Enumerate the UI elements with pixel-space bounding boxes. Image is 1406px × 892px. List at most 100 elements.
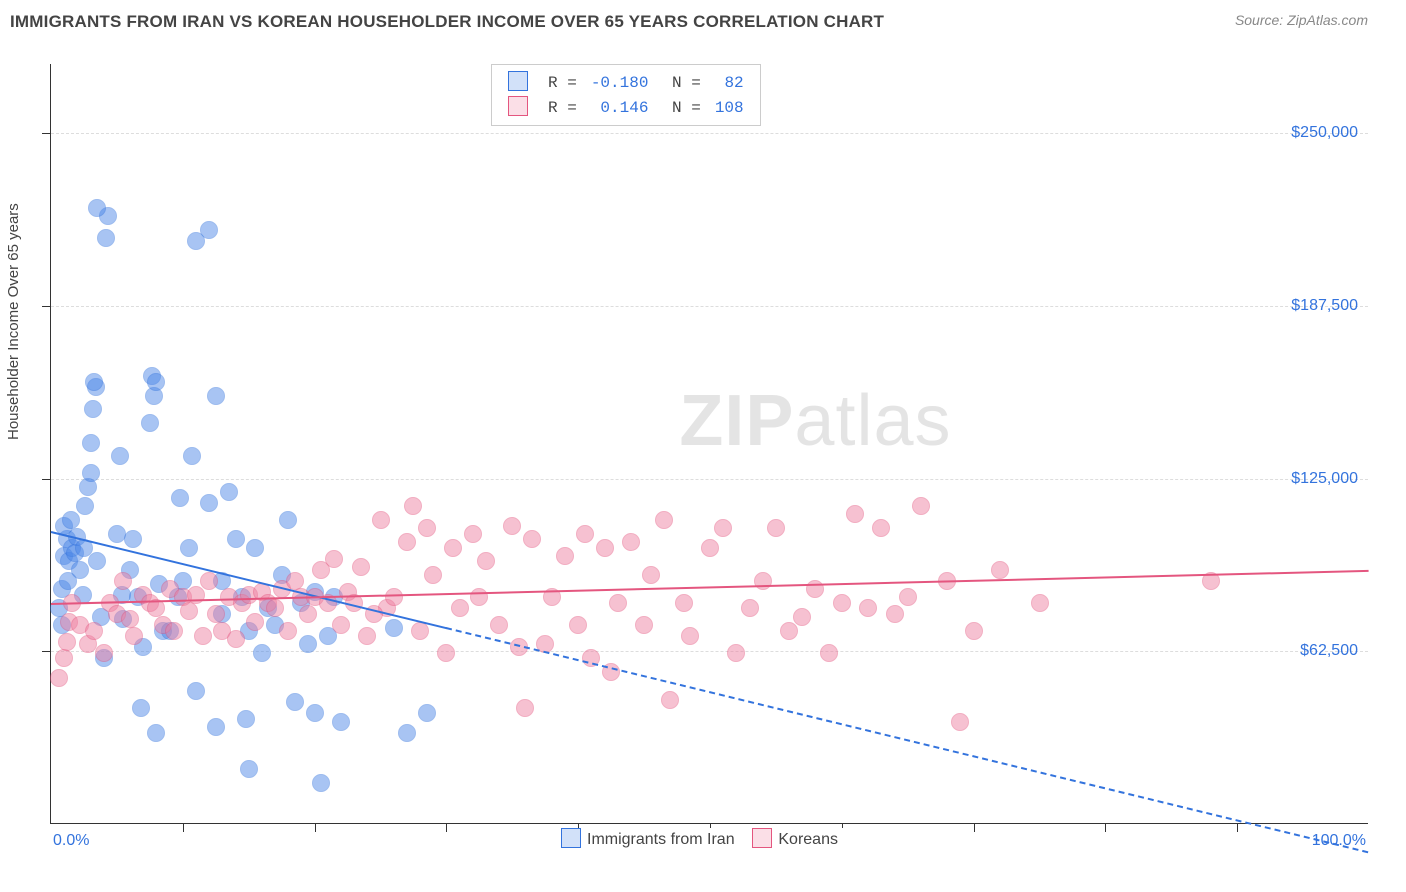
point-korean — [286, 572, 304, 590]
point-korean — [609, 594, 627, 612]
x-tick — [315, 823, 316, 832]
legend-label: Koreans — [778, 831, 838, 848]
point-korean — [965, 622, 983, 640]
point-korean — [299, 605, 317, 623]
point-korean — [576, 525, 594, 543]
x-tick — [1237, 823, 1238, 832]
point-korean — [991, 561, 1009, 579]
y-axis-title: Householder Income Over 65 years — [5, 203, 22, 440]
point-iran — [306, 704, 324, 722]
point-korean — [464, 525, 482, 543]
point-korean — [125, 627, 143, 645]
point-korean — [793, 608, 811, 626]
point-iran — [332, 713, 350, 731]
point-korean — [85, 622, 103, 640]
point-korean — [714, 519, 732, 537]
point-korean — [418, 519, 436, 537]
x-tick — [446, 823, 447, 832]
point-korean — [325, 550, 343, 568]
series-legend: Immigrants from Iran Koreans — [561, 828, 856, 849]
point-iran — [183, 447, 201, 465]
point-korean — [701, 539, 719, 557]
point-korean — [372, 511, 390, 529]
point-korean — [55, 649, 73, 667]
point-iran — [141, 414, 159, 432]
gridline — [51, 651, 1368, 652]
point-iran — [76, 497, 94, 515]
x-axis-label: 0.0% — [53, 832, 89, 850]
point-iran — [207, 718, 225, 736]
legend-label: Immigrants from Iran — [587, 831, 735, 848]
point-iran — [200, 221, 218, 239]
point-iran — [227, 530, 245, 548]
point-iran — [71, 561, 89, 579]
point-korean — [833, 594, 851, 612]
gridline — [51, 133, 1368, 134]
point-korean — [556, 547, 574, 565]
gridline — [51, 479, 1368, 480]
point-korean — [727, 644, 745, 662]
point-korean — [523, 530, 541, 548]
point-korean — [50, 669, 68, 687]
y-tick — [42, 306, 51, 307]
point-iran — [398, 724, 416, 742]
point-iran — [286, 693, 304, 711]
point-iran — [82, 464, 100, 482]
point-korean — [352, 558, 370, 576]
y-axis-label: $62,500 — [1300, 642, 1358, 660]
x-tick — [183, 823, 184, 832]
chart-title: IMMIGRANTS FROM IRAN VS KOREAN HOUSEHOLD… — [10, 12, 884, 31]
point-korean — [437, 644, 455, 662]
point-korean — [358, 627, 376, 645]
point-korean — [114, 572, 132, 590]
point-korean — [503, 517, 521, 535]
point-korean — [444, 539, 462, 557]
point-iran — [82, 434, 100, 452]
point-korean — [741, 599, 759, 617]
point-iran — [88, 552, 106, 570]
point-korean — [516, 699, 534, 717]
point-korean — [780, 622, 798, 640]
point-korean — [846, 505, 864, 523]
point-iran — [84, 400, 102, 418]
point-iran — [85, 373, 103, 391]
point-iran — [279, 511, 297, 529]
scatter-plot: $62,500$125,000$187,500$250,0000.0%100.0… — [50, 64, 1368, 824]
point-korean — [661, 691, 679, 709]
point-korean — [681, 627, 699, 645]
point-korean — [95, 644, 113, 662]
point-iran — [132, 699, 150, 717]
point-iran — [88, 199, 106, 217]
point-korean — [424, 566, 442, 584]
point-korean — [490, 616, 508, 634]
point-iran — [62, 511, 80, 529]
point-korean — [398, 533, 416, 551]
point-korean — [872, 519, 890, 537]
point-korean — [1031, 594, 1049, 612]
point-korean — [165, 622, 183, 640]
point-iran — [147, 724, 165, 742]
point-korean — [200, 572, 218, 590]
point-iran — [97, 229, 115, 247]
point-korean — [227, 630, 245, 648]
point-korean — [451, 599, 469, 617]
y-tick — [42, 651, 51, 652]
point-korean — [820, 644, 838, 662]
x-tick — [1105, 823, 1106, 832]
point-korean — [207, 605, 225, 623]
point-korean — [266, 599, 284, 617]
stats-legend: R =-0.180 N =82R =0.146 N =108 — [491, 64, 761, 126]
trend-line — [446, 627, 1369, 853]
gridline — [51, 306, 1368, 307]
point-iran — [187, 682, 205, 700]
point-iran — [418, 704, 436, 722]
point-korean — [246, 613, 264, 631]
point-iran — [253, 644, 271, 662]
source-label: Source: ZipAtlas.com — [1235, 12, 1368, 28]
point-korean — [385, 588, 403, 606]
point-iran — [237, 710, 255, 728]
point-iran — [111, 447, 129, 465]
point-korean — [194, 627, 212, 645]
point-korean — [404, 497, 422, 515]
point-iran — [299, 635, 317, 653]
